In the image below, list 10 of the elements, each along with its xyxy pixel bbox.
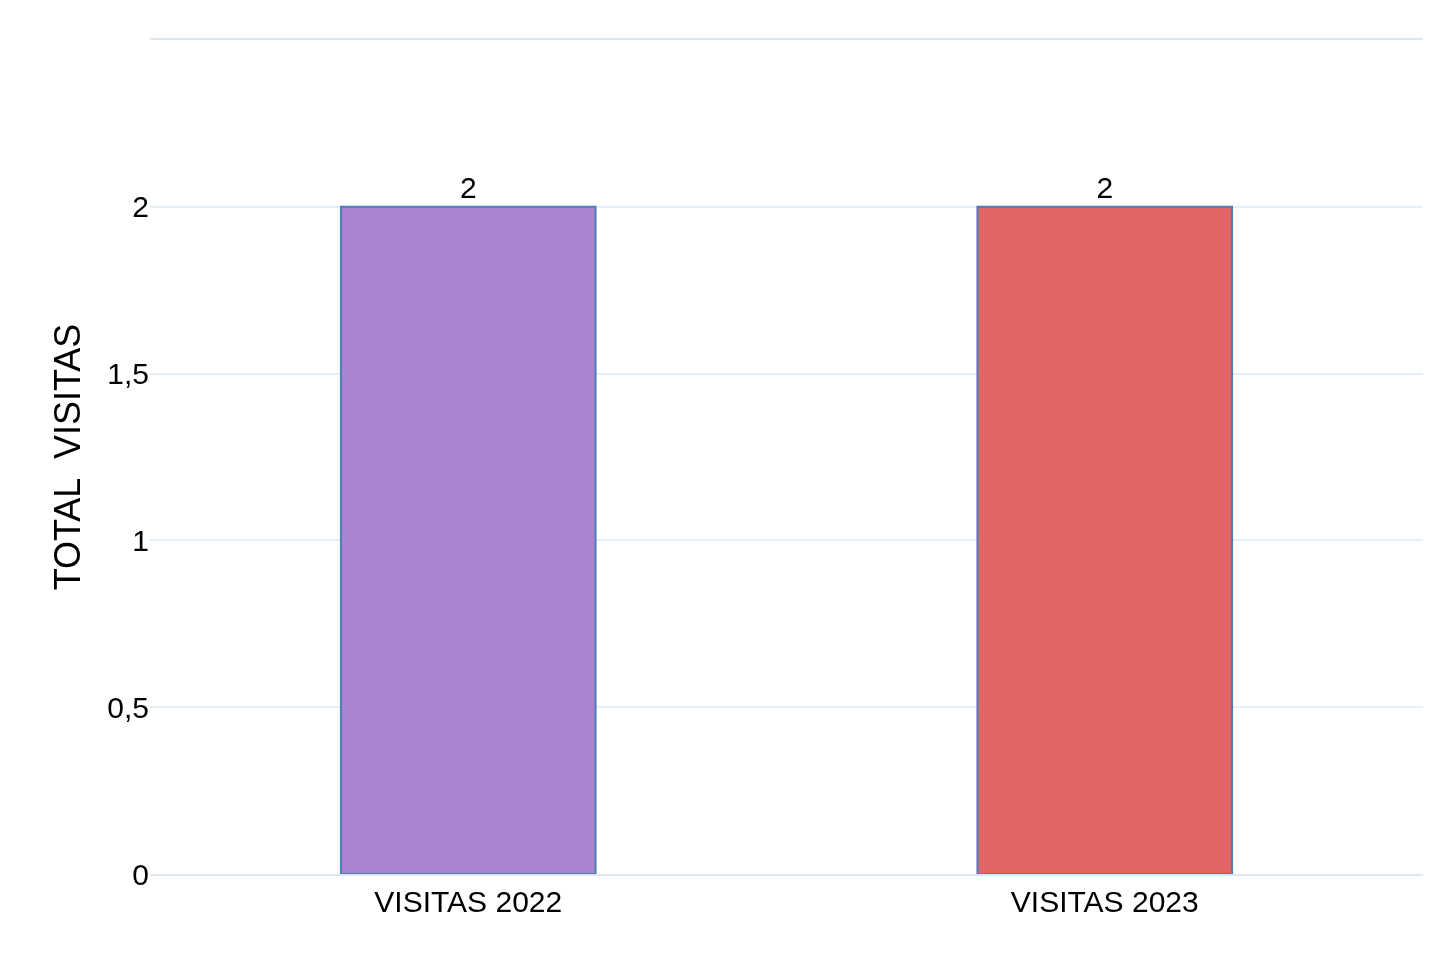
y-tick-label: 0 <box>132 857 149 891</box>
data-label: 2 <box>1096 170 1114 204</box>
x-tick-label: VISITAS 2022 <box>374 885 563 918</box>
y-axis-title: TOTAL VISITAS <box>47 323 89 591</box>
y-tick-label: 1,5 <box>107 357 149 391</box>
y-tick-label: 1 <box>132 523 149 557</box>
y-tick-label: 2 <box>132 190 149 224</box>
x-tick-label: VISITAS 2023 <box>1010 885 1199 918</box>
y-tick-label: 0,5 <box>107 690 149 724</box>
data-label: 2 <box>459 170 477 204</box>
